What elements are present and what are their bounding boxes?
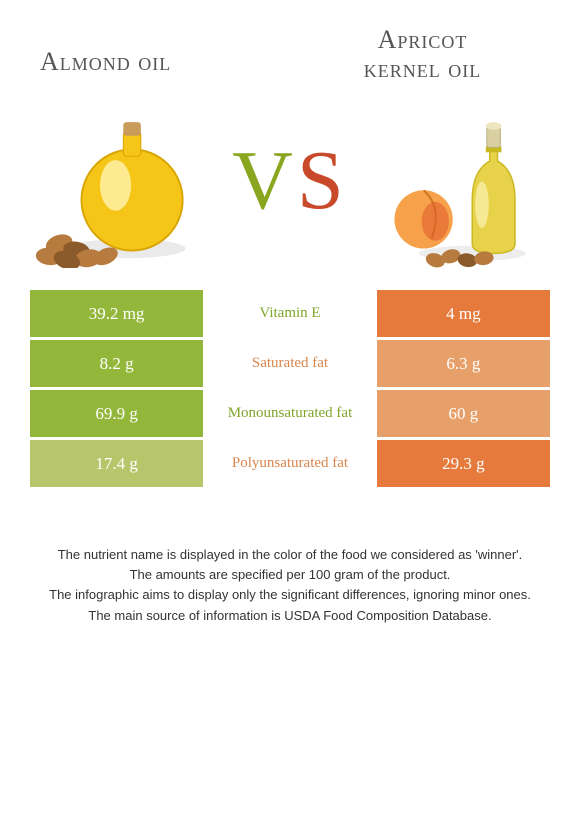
illustration-row: VS — [30, 93, 550, 268]
infographic-container: Almond oil Apricot kernel oil — [0, 0, 580, 646]
footnote-line: The infographic aims to display only the… — [40, 585, 540, 605]
titles-row: Almond oil Apricot kernel oil — [30, 20, 550, 83]
title-left: Almond oil — [30, 20, 295, 77]
table-row: 69.9 gMonounsaturated fat60 g — [30, 390, 550, 440]
table-row: 39.2 mgVitamin E4 mg — [30, 290, 550, 340]
vs-s: S — [297, 134, 348, 227]
vs-label: VS — [232, 132, 347, 229]
footnote-line: The nutrient name is displayed in the co… — [40, 545, 540, 565]
table-row: 8.2 gSaturated fat6.3 g — [30, 340, 550, 390]
value-right: 60 g — [377, 390, 550, 440]
title-right-line2: kernel oil — [364, 54, 481, 83]
vs-v: V — [232, 134, 297, 227]
value-left: 17.4 g — [30, 440, 203, 490]
footnote-line: The amounts are specified per 100 gram o… — [40, 565, 540, 585]
table-row: 17.4 gPolyunsaturated fat29.3 g — [30, 440, 550, 490]
title-right-line1: Apricot — [378, 25, 468, 54]
comparison-table: 39.2 mgVitamin E4 mg8.2 gSaturated fat6.… — [30, 290, 550, 490]
value-right: 4 mg — [377, 290, 550, 340]
nutrient-label: Vitamin E — [203, 290, 377, 340]
nutrient-label: Polyunsaturated fat — [203, 440, 377, 490]
value-right: 29.3 g — [377, 440, 550, 490]
value-left: 39.2 mg — [30, 290, 203, 340]
nutrient-label: Saturated fat — [203, 340, 377, 390]
apricot-oil-illustration — [375, 93, 550, 268]
almond-oil-illustration — [30, 93, 205, 268]
value-left: 69.9 g — [30, 390, 203, 440]
title-right: Apricot kernel oil — [295, 20, 550, 83]
footnote-line: The main source of information is USDA F… — [40, 606, 540, 626]
value-right: 6.3 g — [377, 340, 550, 390]
footnotes: The nutrient name is displayed in the co… — [30, 545, 550, 626]
value-left: 8.2 g — [30, 340, 203, 390]
nutrient-label: Monounsaturated fat — [203, 390, 377, 440]
